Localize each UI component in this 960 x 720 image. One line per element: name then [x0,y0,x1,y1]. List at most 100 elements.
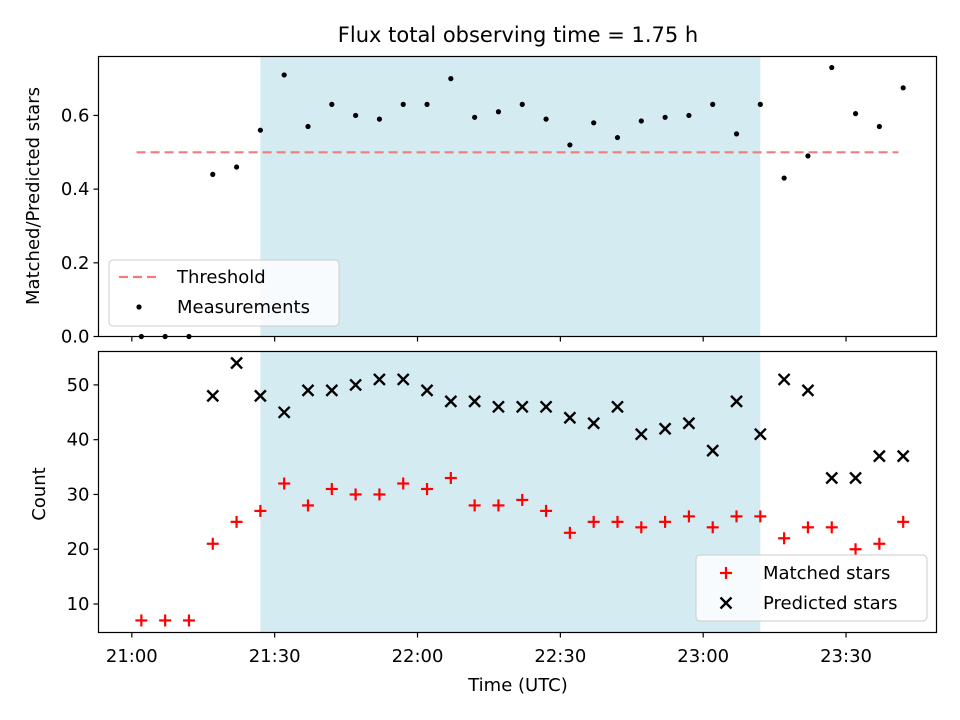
matched-star-point [373,488,386,501]
bottom-legend-box [695,554,928,622]
predicted-star-point [825,471,839,485]
measurement-point [472,114,478,120]
legend-matched-swatch [720,567,732,579]
bottom-markers [135,356,910,627]
x-tick-label: 22:00 [392,646,444,667]
measurement-point [876,123,882,130]
measurement-point [733,131,740,137]
top-markers [138,64,906,340]
predicted-star-point [777,373,791,386]
matched-star-point [706,521,719,534]
predicted-star-point [277,405,291,419]
measurement-point [591,120,597,126]
matched-star-point [421,482,434,495]
predicted-star-point [230,356,243,370]
predicted-star-point [896,449,910,463]
matched-star-point [754,510,767,523]
bottom-y-tick-label: 20 [67,539,90,560]
bottom-y-axis: 10 20 30 40 50 [67,375,99,615]
measurement-point [233,164,240,170]
predicted-star-point [444,394,458,408]
measurement-point [781,175,787,181]
matched-star-point [659,515,672,528]
legend-matched-label: Matched stars [763,563,890,584]
predicted-star-point [254,389,267,403]
predicted-star-point [563,411,577,425]
matched-star-point [873,537,886,550]
legend-threshold-label: Threshold [176,267,266,288]
measurement-point [567,142,573,148]
bottom-y-tick-label: 50 [67,375,90,396]
top-shaded-region [260,56,761,336]
predicted-star-point [801,384,815,397]
matched-star-point [682,510,695,523]
matched-star-point [135,614,148,627]
chart-title: Flux total observing time = 1.75 h [338,23,698,47]
matched-star-point [825,521,838,534]
legend-predicted-swatch [719,596,733,610]
matched-star-point [325,482,338,495]
matched-star-point [278,477,291,490]
matched-star-point [349,488,362,501]
predicted-star-point [396,373,410,386]
matched-star-point [206,537,219,550]
measurement-point [852,111,859,117]
matched-star-point [635,521,648,534]
measurement-point [757,101,763,107]
predicted-star-point [301,384,315,397]
measurement-point [305,123,311,130]
top-y-tick-label: 0.4 [61,179,90,200]
measurement-point [281,72,287,78]
top-legend: Threshold Measurements [108,259,340,327]
measurement-point [614,134,621,141]
predicted-star-point [349,378,362,392]
predicted-star-point [468,394,481,408]
predicted-star-point [492,400,505,414]
matched-star-point [849,543,862,556]
bottom-panel: 10 20 30 40 50 21:00 21:30 22:00 22:30 23:00 23:3… [29,350,938,696]
top-y-tick-label: 0.6 [61,105,90,126]
bottom-y-axis-label: Count [29,467,50,520]
predicted-star-point [515,400,529,414]
measurement-point [400,101,406,107]
matched-star-point [397,477,410,490]
top-plot-frame [97,55,938,338]
matched-star-point [611,515,624,528]
predicted-star-point [658,422,672,436]
measurement-point [210,171,216,177]
x-tick-label: 21:00 [106,646,158,667]
measurement-point [519,101,525,107]
bottom-shaded-region [260,351,761,632]
matched-star-point [230,515,243,528]
matched-star-point [182,614,195,627]
matched-star-point [159,614,172,627]
matched-star-point [444,472,457,485]
predicted-star-point [682,416,696,430]
predicted-star-point [611,400,624,414]
top-legend-box [108,259,340,327]
bottom-y-tick-label: 30 [67,484,90,505]
matched-star-point [468,499,481,512]
measurement-point [376,116,383,122]
predicted-star-point [539,400,553,414]
top-y-axis: 0.0 0.2 0.4 0.6 [61,105,99,348]
matched-star-point [587,515,600,528]
predicted-star-point [873,449,886,463]
measurement-point [638,118,644,124]
predicted-star-point [373,373,386,386]
legend-predicted-marker [719,596,733,610]
matched-star-point [801,521,814,534]
x-axis-label: Time (UTC) [467,675,568,696]
x-tick-label: 23:00 [677,646,729,667]
measurement-point [829,64,835,71]
legend-measurements-label: Measurements [177,297,310,318]
top-y-axis-label: Matched/Predicted stars [23,87,44,305]
legend-predicted-label: Predicted stars [763,593,897,614]
predicted-star-point [706,444,720,457]
legend-measurements-swatch [136,304,142,310]
predicted-star-point [206,389,220,403]
matched-star-point [540,504,553,517]
measurement-point [805,153,811,159]
matched-star-point [516,493,529,506]
